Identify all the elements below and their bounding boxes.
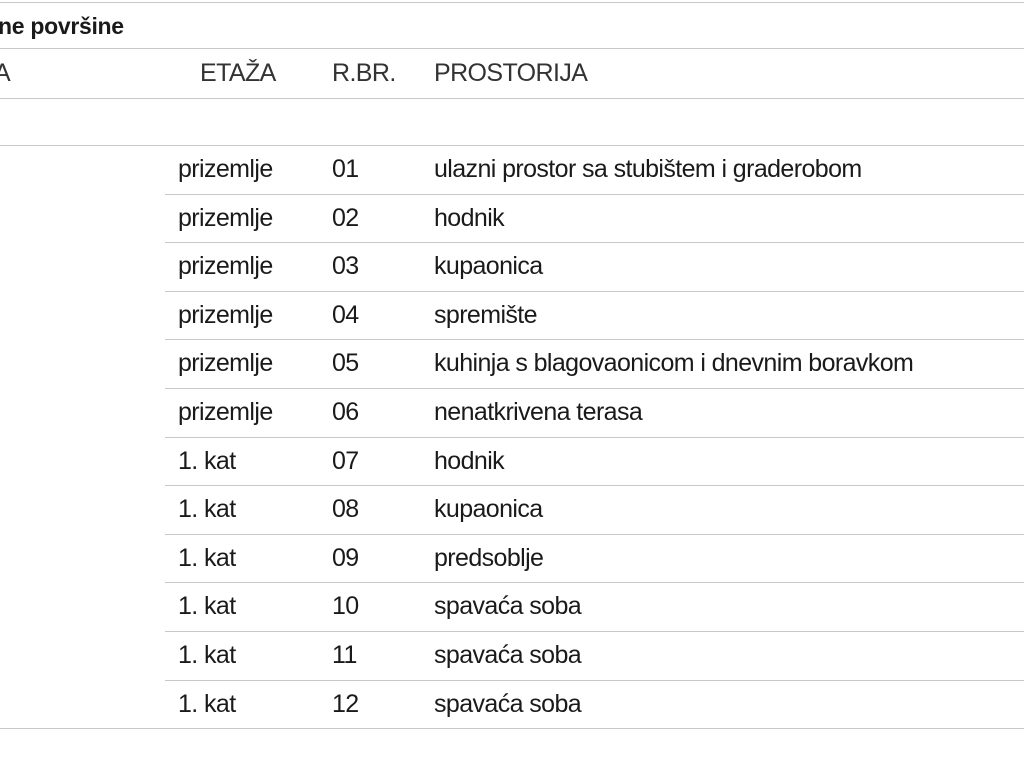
- floor-cell: 1. kat: [178, 641, 236, 669]
- number-cell: 02: [332, 203, 359, 232]
- rule: [165, 242, 1024, 243]
- room-cell: hodnik: [434, 203, 505, 232]
- floor-cell: prizemlje: [178, 300, 273, 329]
- rule: [165, 485, 1024, 486]
- floor-cell: prizemlje: [178, 398, 273, 426]
- room-cell: predsoblje: [434, 543, 544, 572]
- rule: [0, 98, 1024, 99]
- column-header: R.BR.: [332, 59, 396, 87]
- floor-cell: prizemlje: [178, 349, 273, 378]
- floor-cell: 1. kat: [178, 446, 236, 475]
- room-cell: ulazni prostor sa stubištem i graderobom: [434, 155, 862, 183]
- rule: [0, 48, 1024, 49]
- floor-cell: 1. kat: [178, 495, 236, 524]
- rule: [165, 680, 1024, 681]
- floor-cell: prizemlje: [178, 203, 273, 232]
- rule: [165, 388, 1024, 389]
- rule: [165, 631, 1024, 632]
- floor-cell: 1. kat: [178, 543, 236, 572]
- number-cell: 09: [332, 543, 359, 572]
- room-cell: hodnik: [434, 446, 505, 475]
- number-cell: 12: [332, 689, 359, 718]
- rule: [165, 437, 1024, 438]
- rule: [165, 534, 1024, 535]
- number-cell: 11: [332, 641, 357, 669]
- room-cell: kupaonica: [434, 252, 543, 281]
- rule: [0, 145, 1024, 146]
- number-cell: 06: [332, 398, 359, 426]
- rule: [0, 728, 1024, 729]
- number-cell: 10: [332, 592, 359, 621]
- rule: [165, 339, 1024, 340]
- room-cell: spavaća soba: [434, 641, 582, 669]
- column-header: A: [0, 59, 11, 87]
- table-title: ne površine: [0, 13, 124, 39]
- room-cell: spavaća soba: [434, 689, 582, 718]
- column-header: ETAŽA: [200, 59, 276, 87]
- room-cell: kuhinja s blagovaonicom i dnevnim boravk…: [434, 349, 914, 378]
- room-cell: nenatkrivena terasa: [434, 398, 643, 426]
- rule: [165, 194, 1024, 195]
- column-header: PROSTORIJA: [434, 59, 588, 87]
- number-cell: 01: [332, 155, 359, 183]
- floor-cell: prizemlje: [178, 252, 273, 281]
- number-cell: 04: [332, 300, 359, 329]
- room-cell: kupaonica: [434, 495, 543, 524]
- room-cell: spremište: [434, 300, 538, 329]
- room-cell: spavaća soba: [434, 592, 582, 621]
- rule: [165, 582, 1024, 583]
- number-cell: 07: [332, 446, 359, 475]
- number-cell: 03: [332, 252, 359, 281]
- number-cell: 05: [332, 349, 359, 378]
- rule: [0, 2, 1024, 3]
- floor-cell: prizemlje: [178, 155, 273, 183]
- rule: [165, 291, 1024, 292]
- floor-cell: 1. kat: [178, 689, 236, 718]
- number-cell: 08: [332, 495, 359, 524]
- floor-cell: 1. kat: [178, 592, 236, 621]
